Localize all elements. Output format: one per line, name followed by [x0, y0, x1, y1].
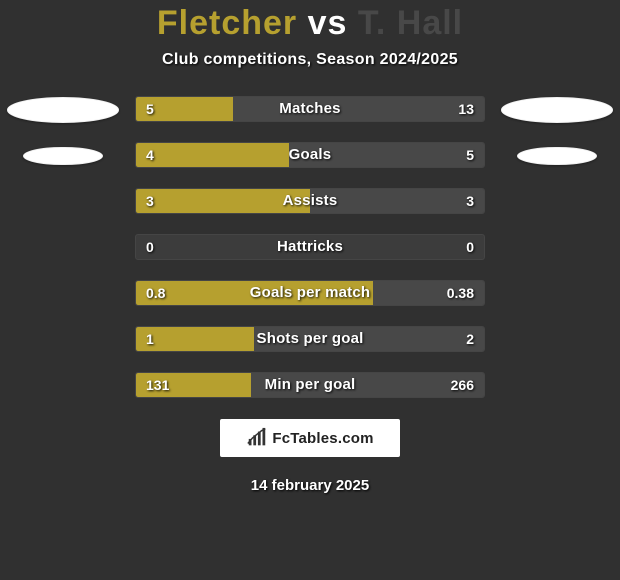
stats-area: 513Matches 45Goals 33Assists 00Hattricks 0.8…	[0, 93, 620, 401]
stat-bar-track: 513Matches	[135, 96, 485, 122]
title-player1: Fletcher	[157, 4, 297, 42]
stat-label: Goals	[136, 143, 484, 167]
stat-label: Matches	[136, 97, 484, 121]
stat-label: Shots per goal	[136, 327, 484, 351]
bar-chart-icon	[246, 427, 268, 449]
stat-label: Hattricks	[136, 235, 484, 259]
title-player2: T. Hall	[358, 4, 463, 42]
stat-label: Min per goal	[136, 373, 484, 397]
subtitle: Club competitions, Season 2024/2025	[0, 51, 620, 69]
stat-bar-track: 0.80.38Goals per match	[135, 280, 485, 306]
stat-row: 131266Min per goal	[0, 369, 620, 401]
stat-row: 33Assists	[0, 185, 620, 217]
stat-bar-track: 131266Min per goal	[135, 372, 485, 398]
title-vs: vs	[308, 4, 348, 42]
stat-row: 0.80.38Goals per match	[0, 277, 620, 309]
stat-bar-track: 33Assists	[135, 188, 485, 214]
brand-box[interactable]: FcTables.com	[220, 419, 400, 457]
stat-bar-track: 12Shots per goal	[135, 326, 485, 352]
stat-row: 12Shots per goal	[0, 323, 620, 355]
stat-label: Goals per match	[136, 281, 484, 305]
stat-bar-track: 00Hattricks	[135, 234, 485, 260]
stat-bar-track: 45Goals	[135, 142, 485, 168]
comparison-card: Fletcher vs T. Hall Club competitions, S…	[0, 0, 620, 580]
team-ellipse	[7, 97, 119, 123]
date-text: 14 february 2025	[0, 477, 620, 494]
stat-row: 00Hattricks	[0, 231, 620, 263]
stat-label: Assists	[136, 189, 484, 213]
brand-text: FcTables.com	[272, 430, 373, 447]
page-title: Fletcher vs T. Hall	[0, 4, 620, 43]
team-ellipse	[501, 97, 613, 123]
